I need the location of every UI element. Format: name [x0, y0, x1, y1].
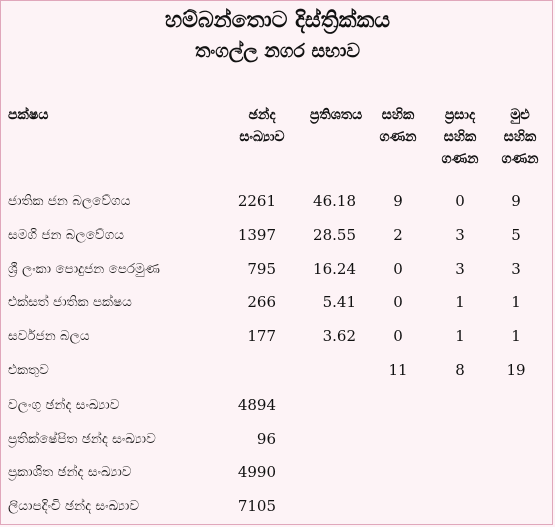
row-seats: 0	[393, 327, 403, 345]
council-subtitle: තංගල්ල නගර සභාව	[194, 40, 361, 62]
row-percent: 3.62	[322, 327, 356, 345]
header-votes-line1: ඡන්ද	[248, 107, 276, 123]
header-votes-line2: සංඛ්‍යාව	[239, 129, 285, 145]
summary-label: ප්‍රතික්ෂේපිත ඡන්ද සංඛ්‍යාව	[8, 431, 156, 447]
summary-value: 7105	[237, 497, 276, 515]
row-percent: 16.24	[313, 260, 356, 278]
header-total-line2: සහික	[503, 129, 537, 145]
header-total-line3: ගණන	[501, 151, 539, 167]
row-party: සමගි ජන බලවේගය	[8, 227, 124, 243]
header-party: පක්ෂය	[8, 104, 48, 126]
totals-bonus-seats: 8	[455, 361, 465, 379]
header-party-label: පක්ෂය	[8, 107, 49, 123]
summary-label: වලංගු ඡන්ද සංඛ්‍යාව	[8, 397, 120, 413]
header-bonus-seats: ප්‍රසාද සහික ගණන	[432, 104, 488, 170]
row-total-seats: 1	[511, 327, 521, 345]
row-bonus-seats: 0	[455, 192, 465, 210]
row-total-seats: 9	[511, 192, 521, 210]
header-seats-line1: සහික	[381, 107, 415, 123]
row-total-seats: 5	[511, 226, 521, 244]
summary-value: 96	[256, 430, 276, 448]
row-party: ජාතික ජන බලවේගය	[8, 193, 131, 209]
row-bonus-seats: 1	[455, 293, 465, 311]
header-total-line1: මුළු	[510, 107, 530, 123]
summary-label: ලියාපදිංචි ඡන්ද සංඛ්‍යාව	[8, 498, 140, 514]
row-votes: 1397	[237, 226, 276, 244]
row-total-seats: 1	[511, 293, 521, 311]
row-percent: 46.18	[313, 192, 356, 210]
row-seats: 2	[393, 226, 403, 244]
header-seats: සහික ගණන	[372, 104, 424, 148]
header-seats-line2: ගණන	[379, 129, 417, 145]
summary-label: ප්‍රකාශිත ඡන්ද සංඛ්‍යාව	[8, 464, 132, 480]
district-title: හම්බන්තොට දිස්ත්‍රික්කය	[164, 8, 391, 33]
summary-value: 4990	[237, 463, 276, 481]
totals-seats: 11	[388, 361, 408, 379]
row-bonus-seats: 3	[455, 226, 465, 244]
header-total-seats: මුළු සහික ගණන	[492, 104, 548, 170]
header-bonus-line3: ගණන	[441, 151, 479, 167]
row-votes: 795	[247, 260, 276, 278]
row-party: එක්සත් ජාතික පක්ෂය	[8, 294, 132, 310]
row-votes: 177	[247, 327, 276, 345]
row-total-seats: 3	[511, 260, 521, 278]
header-bonus-line1: ප්‍රසාද	[444, 107, 476, 123]
row-seats: 0	[393, 260, 403, 278]
header-votes: ඡන්ද සංඛ්‍යාව	[228, 104, 296, 148]
totals-label: එකතුව	[8, 362, 49, 378]
row-party: සර්වජන බලය	[8, 328, 90, 344]
row-seats: 0	[393, 293, 403, 311]
summary-value: 4894	[237, 396, 276, 414]
header-percent-label: ප්‍රතිශතය	[309, 107, 363, 123]
row-percent: 28.55	[313, 226, 356, 244]
row-bonus-seats: 3	[455, 260, 465, 278]
row-seats: 9	[393, 192, 403, 210]
header-percent: ප්‍රතිශතය	[300, 104, 372, 126]
row-percent: 5.41	[322, 293, 356, 311]
row-votes: 266	[247, 293, 276, 311]
totals-total-seats: 19	[506, 361, 526, 379]
row-votes: 2261	[237, 192, 276, 210]
header-bonus-line2: සහික	[443, 129, 477, 145]
row-bonus-seats: 1	[455, 327, 465, 345]
row-party: ශ්‍රී ලංකා පොදුජන පෙරමුණ	[8, 261, 160, 277]
